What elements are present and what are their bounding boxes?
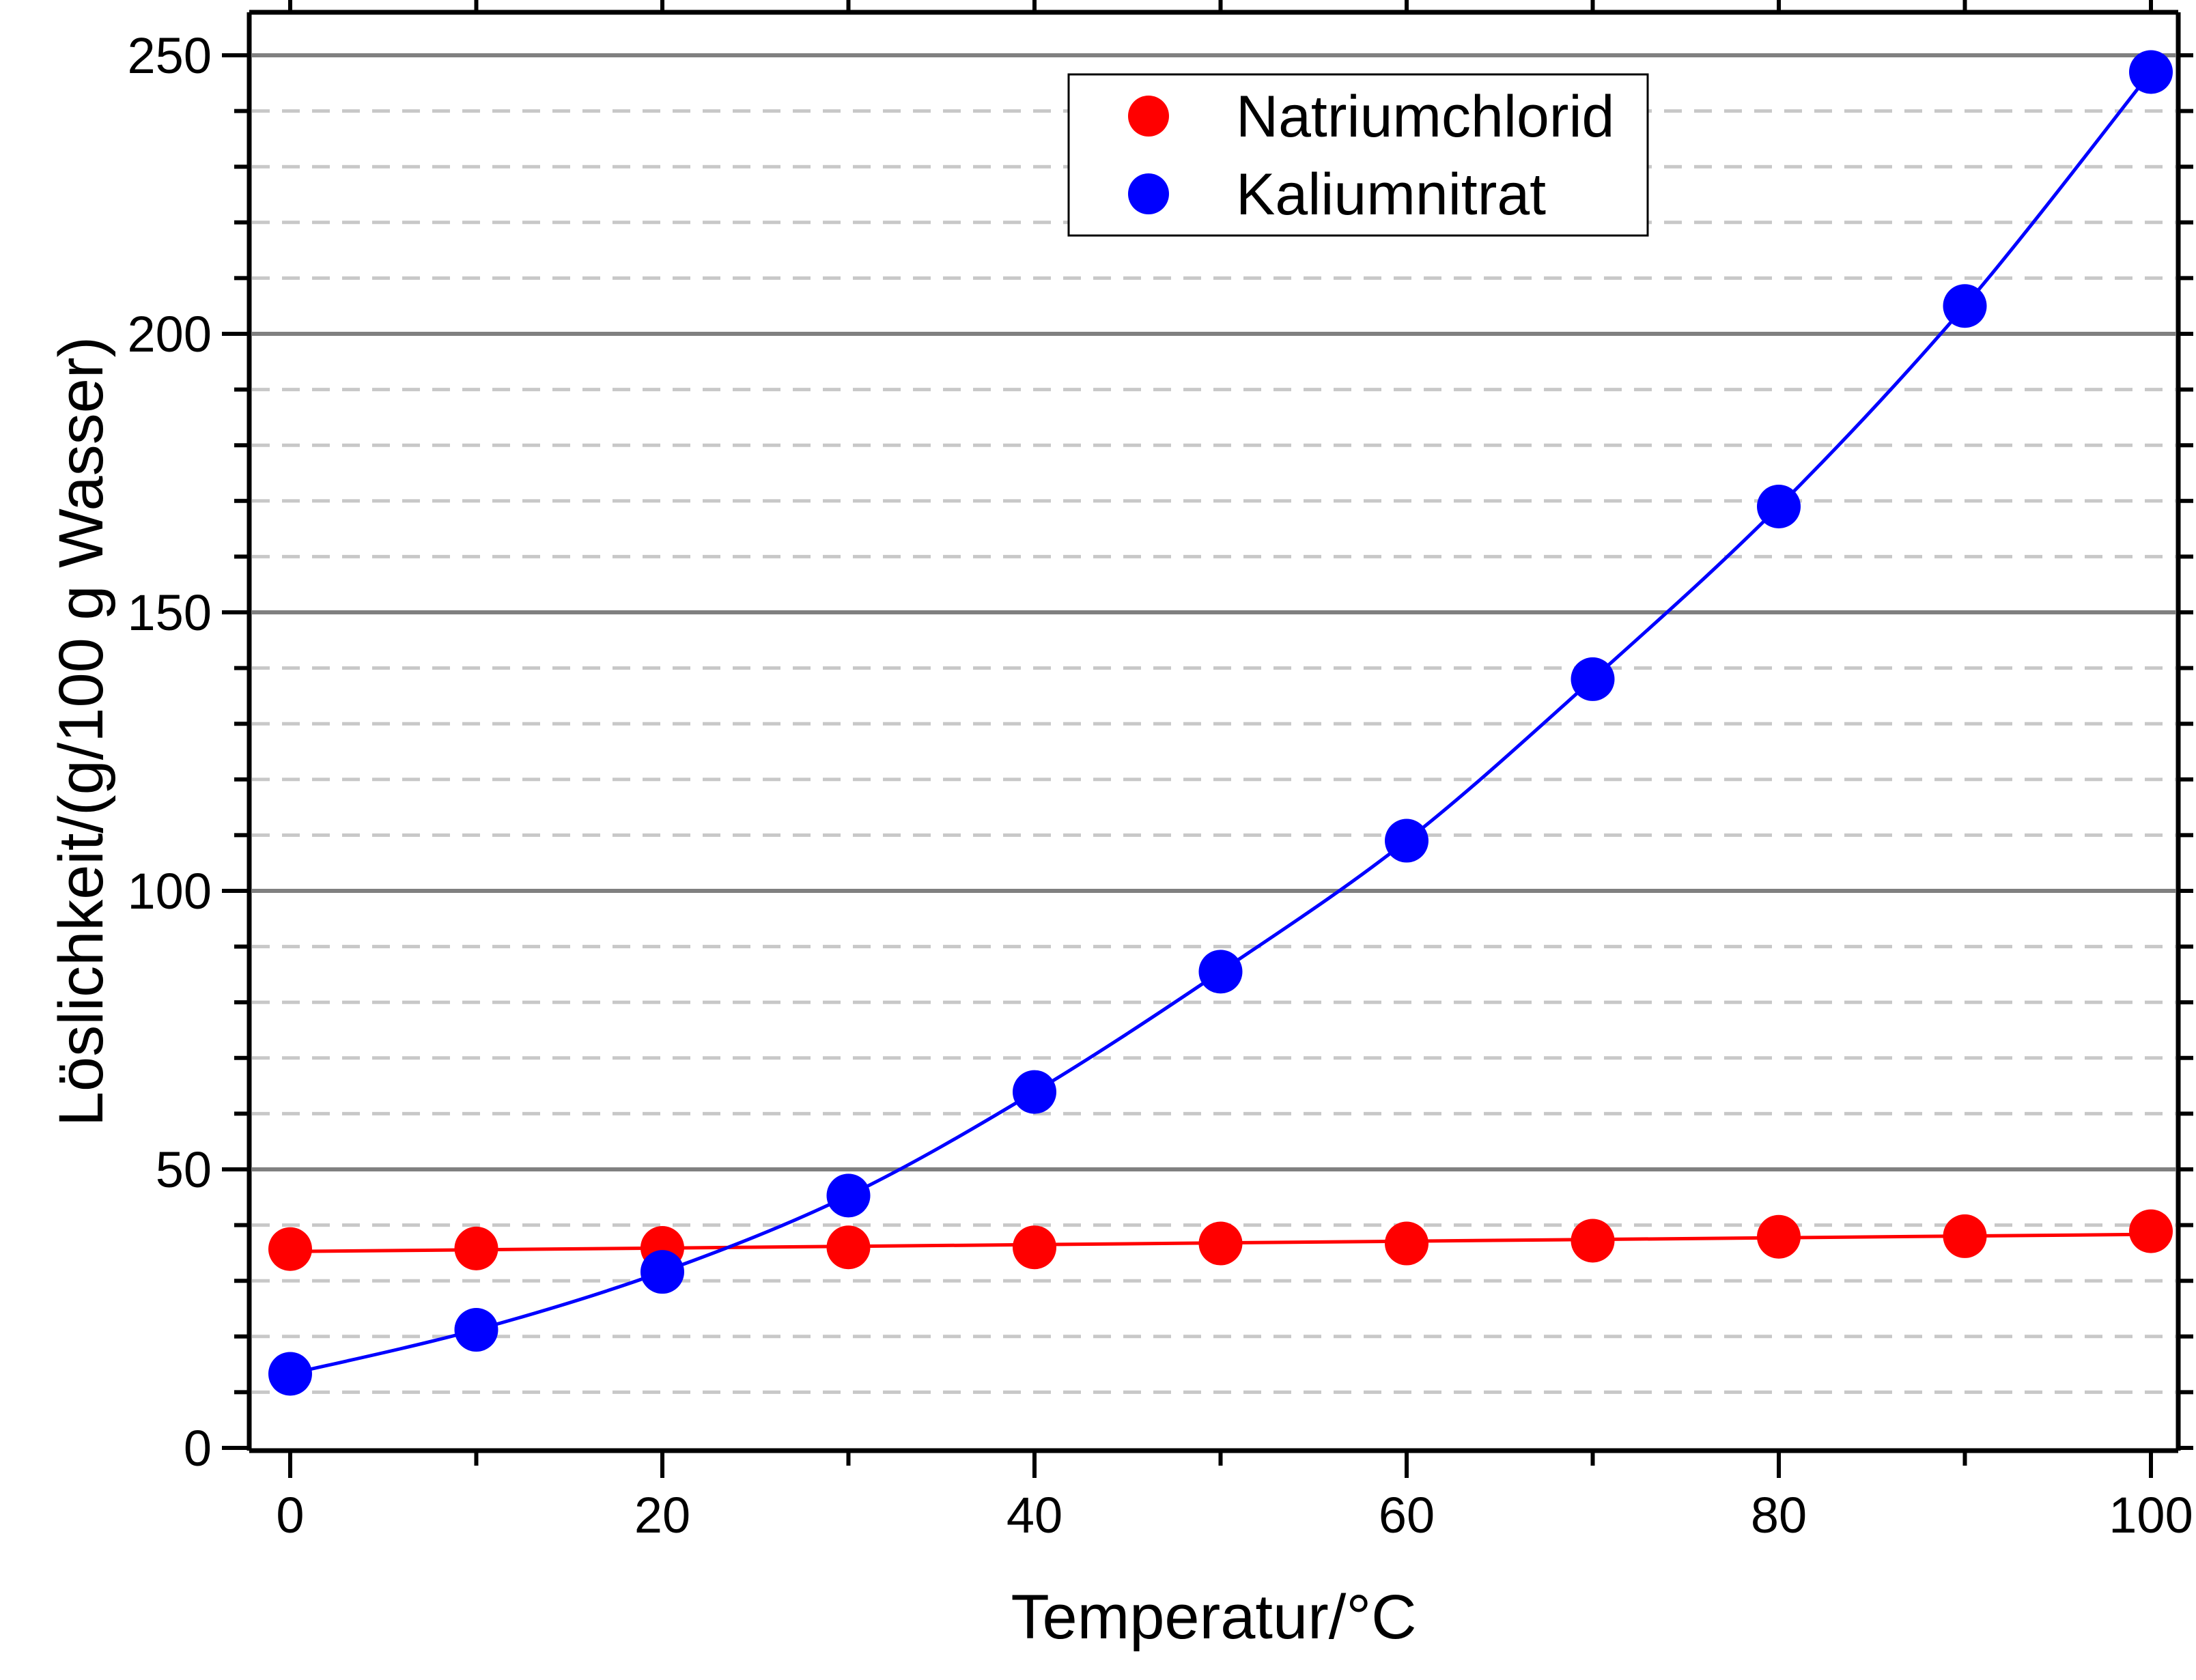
data-point-kaliumnitrat — [2129, 50, 2173, 94]
fit-line-kaliumnitrat — [290, 70, 2152, 1376]
x-tick-label: 100 — [2109, 1487, 2193, 1543]
grid-layer — [252, 53, 2176, 1394]
data-point-natriumchlorid — [1757, 1214, 1801, 1259]
data-point-natriumchlorid — [826, 1225, 871, 1270]
data-point-kaliumnitrat — [826, 1173, 871, 1218]
legend-marker-natriumchlorid — [1128, 96, 1169, 137]
y-tick-label: 200 — [128, 306, 212, 362]
data-point-kaliumnitrat — [268, 1352, 312, 1396]
data-point-natriumchlorid — [1198, 1221, 1243, 1266]
data-point-kaliumnitrat — [1013, 1070, 1056, 1114]
x-tick-label: 60 — [1379, 1487, 1435, 1543]
legend-label-kaliumnitrat: Kaliumnitrat — [1236, 162, 1546, 227]
data-point-natriumchlorid — [454, 1226, 498, 1270]
data-point-natriumchlorid — [1385, 1221, 1428, 1266]
y-tick-label: 0 — [184, 1420, 212, 1477]
data-point-kaliumnitrat — [1943, 284, 1987, 328]
data-point-kaliumnitrat — [640, 1250, 684, 1294]
y-axis-title: Löslichkeit/(g/100 g Wasser) — [46, 337, 116, 1126]
axes-layer: 0 20 40 60 80 100 0 50 100 150 200 250 — [128, 0, 2193, 1543]
data-point-kaliumnitrat — [1571, 657, 1615, 701]
y-tick-label: 50 — [156, 1141, 212, 1198]
data-point-natriumchlorid — [2129, 1209, 2173, 1253]
data-point-natriumchlorid — [1571, 1219, 1615, 1263]
data-point-kaliumnitrat — [1757, 484, 1801, 528]
x-axis-title: Temperatur/°C — [1011, 1582, 1416, 1652]
x-tick-label: 20 — [634, 1487, 690, 1543]
labels-layer: Temperatur/°C Löslichkeit/(g/100 g Wasse… — [46, 337, 1417, 1652]
data-point-kaliumnitrat — [1198, 950, 1243, 994]
y-tick-label: 100 — [128, 863, 212, 920]
data-point-natriumchlorid — [1013, 1225, 1056, 1270]
points-layer — [268, 50, 2173, 1396]
data-point-kaliumnitrat — [1385, 818, 1428, 863]
x-tick-label: 0 — [276, 1487, 304, 1543]
legend-marker-kaliumnitrat — [1128, 173, 1169, 214]
data-point-kaliumnitrat — [454, 1308, 498, 1352]
data-point-natriumchlorid — [268, 1227, 312, 1271]
x-tick-label: 40 — [1006, 1487, 1062, 1543]
y-tick-label: 250 — [128, 27, 212, 84]
x-tick-label: 80 — [1751, 1487, 1807, 1543]
data-point-natriumchlorid — [1943, 1214, 1987, 1258]
y-tick-label: 150 — [128, 584, 212, 641]
legend-label-natriumchlorid: Natriumchlorid — [1236, 84, 1614, 150]
legend-box — [1067, 73, 1649, 237]
legend: Natriumchlorid Kaliumnitrat — [1067, 73, 1649, 237]
